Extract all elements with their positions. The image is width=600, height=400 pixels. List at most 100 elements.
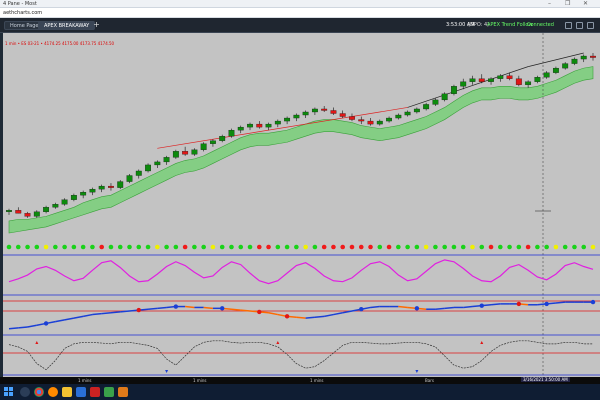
tab-apex-breakaway-label: APEX BREAKAWAY bbox=[44, 23, 90, 29]
signal-dot bbox=[294, 244, 299, 250]
oscillator-marker bbox=[284, 314, 290, 319]
candle bbox=[135, 170, 142, 176]
signal-dot bbox=[34, 244, 40, 250]
address-bar[interactable]: aethcharts.com bbox=[0, 8, 600, 18]
signal-dot bbox=[544, 244, 549, 250]
signal-dot bbox=[62, 244, 67, 250]
app-icon[interactable] bbox=[104, 387, 114, 397]
signal-dot bbox=[43, 244, 49, 250]
signal-dot bbox=[256, 244, 262, 250]
signal-dot bbox=[247, 244, 253, 250]
oscillator-segment bbox=[101, 312, 112, 315]
window-titlebar: 4 Pane - Most – ❐ ✕ bbox=[0, 0, 600, 8]
candle bbox=[590, 55, 596, 58]
signal-dot bbox=[210, 244, 216, 250]
signal-dot bbox=[553, 244, 559, 250]
oscillator-segment bbox=[55, 319, 65, 323]
new-tab-button[interactable]: + bbox=[93, 20, 100, 29]
signal-dot bbox=[127, 244, 132, 250]
oscillator-segment bbox=[120, 310, 130, 313]
chart-info-strip: 1 min • ES 03-21 • 4174.25 4175.00 4173.… bbox=[5, 41, 115, 46]
candle bbox=[552, 67, 559, 73]
candle bbox=[460, 81, 467, 87]
signal-dot bbox=[340, 244, 346, 250]
status-time: 3:53:00 AM bbox=[446, 22, 475, 28]
left-sidebar bbox=[0, 33, 3, 384]
signal-dot bbox=[396, 244, 401, 250]
oscillator-segment bbox=[18, 326, 28, 329]
candle bbox=[349, 116, 355, 120]
settings-icon[interactable] bbox=[565, 22, 572, 29]
chart-panel[interactable]: 1 min • ES 03-21 • 4174.25 4175.00 4173.… bbox=[3, 33, 600, 377]
signal-dot bbox=[562, 244, 568, 250]
oscillator-segment bbox=[8, 327, 19, 330]
windows-start-icon[interactable] bbox=[4, 387, 15, 397]
upper-trendline bbox=[528, 52, 584, 67]
app-icon[interactable] bbox=[90, 387, 100, 397]
oscillator-marker bbox=[479, 303, 484, 308]
candle bbox=[43, 207, 50, 212]
signal-dot bbox=[414, 244, 420, 250]
oscillator-segment bbox=[240, 309, 251, 312]
candle bbox=[515, 78, 522, 85]
oscillator-segment bbox=[268, 312, 278, 316]
signal-dot bbox=[80, 244, 86, 250]
candle bbox=[117, 181, 124, 188]
address-url[interactable]: aethcharts.com bbox=[3, 10, 43, 16]
candle bbox=[534, 77, 541, 82]
candle bbox=[404, 111, 411, 116]
layout-icon[interactable] bbox=[576, 22, 583, 29]
signal-dot bbox=[108, 244, 114, 250]
signal-dot bbox=[201, 244, 206, 250]
user-icon[interactable] bbox=[587, 22, 594, 29]
candle bbox=[172, 151, 179, 158]
candle bbox=[182, 151, 189, 155]
firefox-icon[interactable] bbox=[48, 387, 58, 397]
time-axis-label: 1 mins bbox=[193, 378, 207, 383]
candle bbox=[284, 117, 291, 122]
candle bbox=[293, 114, 300, 119]
oscillator-marker bbox=[544, 301, 549, 307]
oscillator-segment bbox=[92, 312, 102, 316]
cycle-arrow bbox=[276, 341, 280, 344]
oscillator-segment bbox=[203, 306, 214, 310]
candle bbox=[339, 113, 346, 117]
candle bbox=[33, 211, 40, 217]
chart-canvas[interactable] bbox=[3, 33, 600, 377]
tab-apex-breakaway[interactable]: APEX BREAKAWAY bbox=[38, 21, 96, 30]
signal-dot bbox=[405, 244, 410, 250]
candle bbox=[126, 175, 133, 182]
candle bbox=[562, 63, 569, 69]
candle bbox=[237, 126, 244, 131]
signal-dot bbox=[15, 244, 21, 250]
signal-dot bbox=[173, 244, 179, 250]
time-axis-label: Bars bbox=[425, 378, 434, 383]
folder-icon[interactable] bbox=[62, 387, 72, 397]
mail-icon[interactable] bbox=[76, 387, 86, 397]
chrome-icon[interactable] bbox=[34, 387, 44, 397]
candle bbox=[525, 81, 532, 85]
app-icon[interactable] bbox=[118, 387, 128, 397]
candle bbox=[506, 75, 513, 79]
signal-dot bbox=[164, 244, 169, 250]
oscillator-segment bbox=[555, 301, 566, 304]
oscillator-marker bbox=[359, 307, 364, 312]
signal-dot bbox=[53, 244, 58, 250]
oscillator-segment bbox=[185, 305, 195, 309]
candle bbox=[358, 119, 365, 122]
maximize-button[interactable]: ❐ bbox=[565, 0, 571, 7]
minimize-button[interactable]: – bbox=[548, 0, 551, 7]
signal-dot bbox=[535, 244, 540, 250]
signal-dot bbox=[229, 244, 234, 250]
resistance-trendline bbox=[157, 107, 408, 149]
signal-dot bbox=[284, 244, 290, 250]
candle bbox=[376, 120, 383, 125]
signal-dot bbox=[368, 244, 373, 250]
candle bbox=[395, 114, 402, 119]
oscillator-segment bbox=[342, 310, 353, 314]
oscillator-marker bbox=[414, 306, 420, 311]
candle bbox=[488, 78, 494, 82]
close-button[interactable]: ✕ bbox=[583, 0, 589, 7]
time-axis-label: 1 mins bbox=[310, 378, 324, 383]
search-icon[interactable] bbox=[20, 387, 30, 397]
